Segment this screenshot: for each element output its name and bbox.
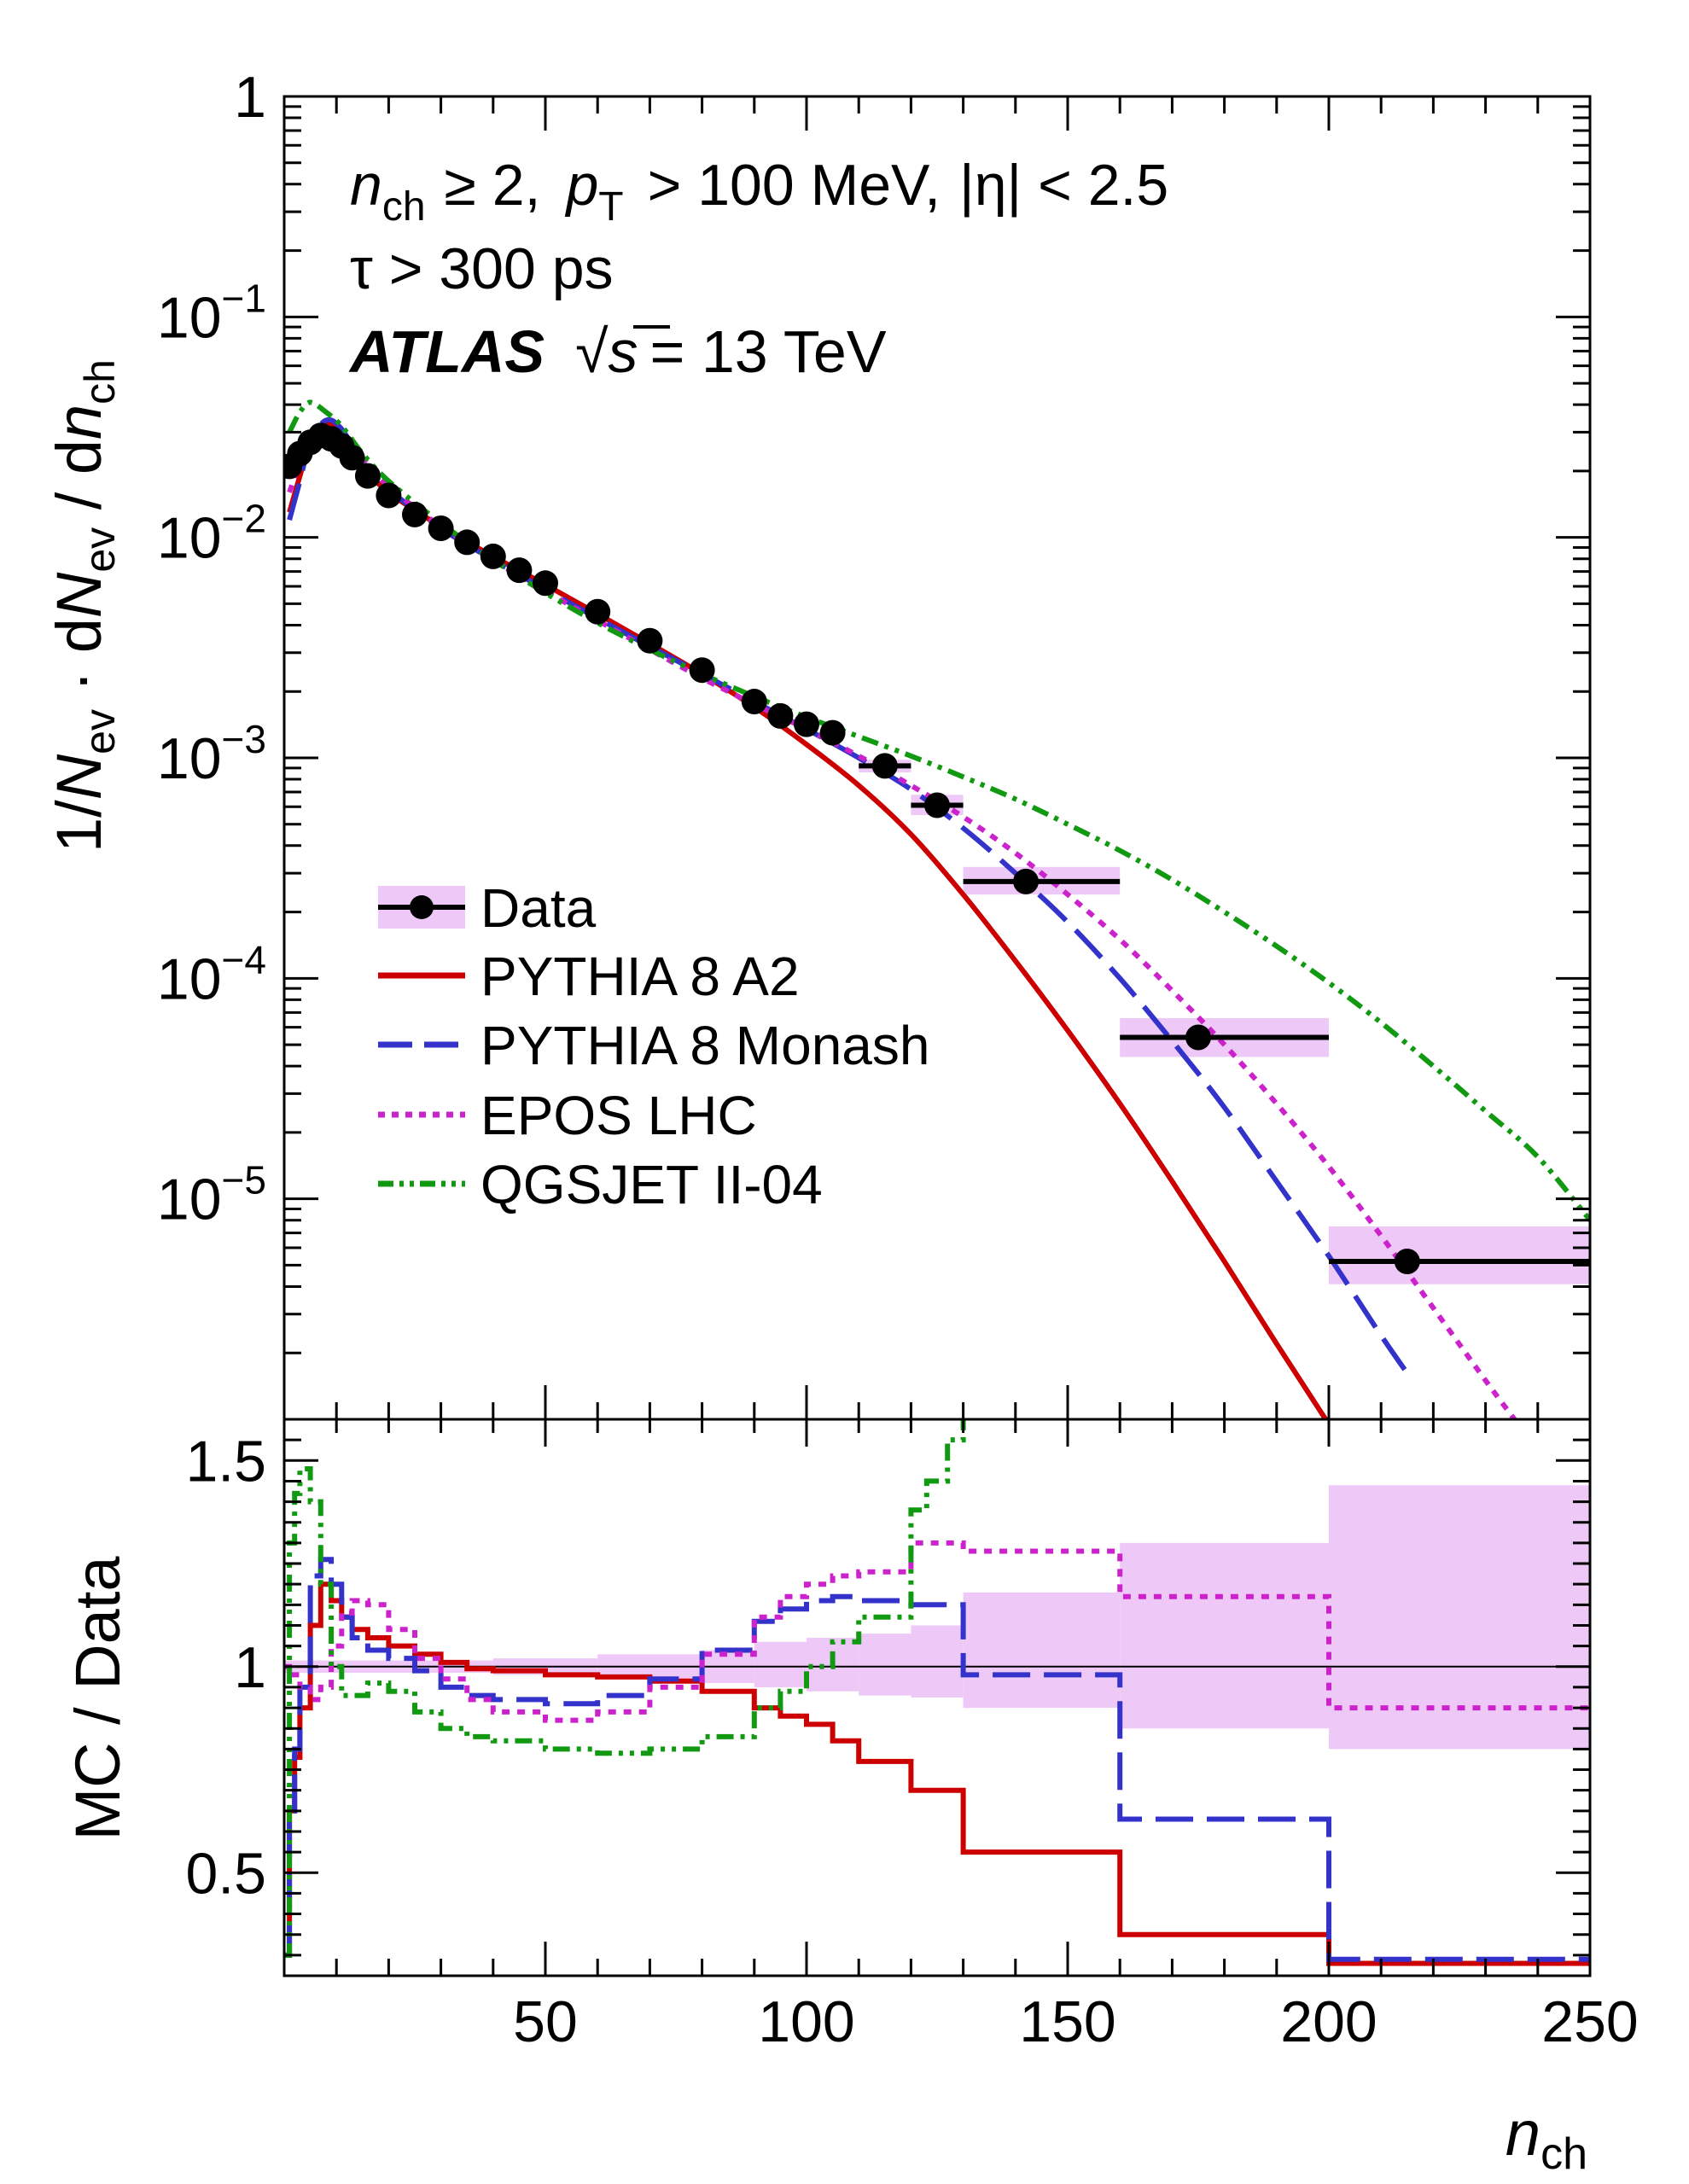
svg-text:nch≥ 2,pT> 100 MeV,|η| < 2.5: nch ≥ 2, pT > 100 MeV, |η| < 2.5 [350, 153, 1168, 230]
data-point-24 [1013, 868, 1040, 894]
ratio-model-curves [284, 1419, 1590, 1966]
legend-label-a2: PYTHIA 8 A2 [480, 946, 800, 1007]
bottom-panel-frame [282, 1418, 1592, 1977]
top-ytick-exp-3: −3 [222, 717, 266, 761]
data-point-6 [339, 445, 365, 471]
legend-item-pythia-a2: PYTHIA 8 A2 [378, 946, 800, 1007]
bot-ytick-label-1: 1 [234, 1635, 266, 1700]
legend-data-marker [410, 895, 434, 919]
top-ytick-label-5: 10−5 [157, 1158, 266, 1232]
legend-item-pythia-monash: PYTHIA 8 Monash [378, 1015, 929, 1076]
xtick-label-150: 150 [1019, 1989, 1115, 2054]
top-ytick-label-2: 10−2 [157, 497, 266, 571]
top-ytick-base-3: 10 [157, 726, 222, 791]
data-point-20 [794, 711, 819, 737]
data-point-15 [585, 598, 611, 625]
ann-pt-cut: > 100 MeV, [648, 153, 941, 218]
legend-label-qgsjet: QGSJET II-04 [480, 1154, 823, 1215]
top-ytick-label-1: 10−1 [157, 276, 266, 350]
selection-annotation: nch ≥ 2, pT > 100 MeV, |η| < 2.5 τ > 300 ps … [348, 153, 1168, 385]
ratio-band-8 [911, 1625, 964, 1698]
ann-tau-cut: τ > 300 ps [350, 236, 614, 301]
data-point-14 [533, 570, 558, 597]
top-ytick-base-2: 10 [157, 506, 222, 571]
data-point-18 [741, 689, 767, 715]
data-point-17 [689, 657, 715, 684]
ratio-band-10 [1120, 1542, 1329, 1729]
top-ytick-base-0: 1 [234, 65, 266, 130]
data-band-26 [1329, 1226, 1590, 1284]
data-point-19 [767, 702, 794, 729]
top-ytick-base-4: 10 [157, 946, 222, 1011]
legend: Data PYTHIA 8 A2 PYTHIA 8 Monash EPOS LH… [378, 877, 929, 1215]
ratio-uncertainty-band [284, 1485, 1590, 1750]
top-ytick-label-3: 10−3 [157, 717, 266, 791]
legend-item-epos: EPOS LHC [378, 1085, 757, 1146]
axis-tick-labels: 110−110−210−310−410−50.511.550 100 150 200 2… [157, 65, 1639, 2054]
data-point-23 [924, 792, 950, 818]
legend-label-epos: EPOS LHC [480, 1085, 757, 1146]
data-point-21 [819, 719, 846, 746]
ann-T-sub: T [598, 184, 623, 230]
top-ytick-exp-2: −2 [222, 497, 266, 541]
xtick-label-50: 50 [513, 1989, 578, 2054]
ann-eta-cut: |η| < 2.5 [959, 153, 1168, 218]
xtick-label-100: 100 [758, 1989, 854, 2054]
data-point-13 [506, 557, 533, 584]
top-y-axis-title: 1/Nev · dNev / dnch [44, 359, 124, 853]
sqrt-symbol: √ [575, 318, 609, 385]
svg-text:ATLAS√s= 13 TeV: ATLAS √s = 13 TeV [348, 318, 887, 385]
data-point-22 [871, 753, 898, 779]
top-ytick-label-4: 10−4 [157, 937, 266, 1011]
top-data-points [284, 422, 1590, 1275]
top-ytick-base-5: 10 [157, 1168, 222, 1232]
legend-item-qgsjet: QGSJET II-04 [378, 1154, 823, 1215]
atlas-label: ATLAS [348, 318, 545, 385]
top-ytick-exp-4: −4 [222, 937, 266, 981]
xtick-label-250: 250 [1541, 1989, 1638, 2054]
legend-label-data: Data [480, 877, 597, 939]
top-curve-pythia-8-a2 [287, 420, 1329, 1419]
data-point-8 [376, 482, 402, 509]
ratio-band-7 [859, 1634, 911, 1696]
xtick-label-200: 200 [1280, 1989, 1377, 2054]
ratio-band-5 [754, 1641, 807, 1687]
legend-label-monash: PYTHIA 8 Monash [480, 1015, 929, 1076]
data-point-11 [454, 529, 480, 556]
data-point-26 [1394, 1249, 1420, 1275]
axis-ticks [282, 95, 1592, 1977]
top-curve-qgsjet-ii-04 [287, 399, 1590, 1222]
bot-ytick-label-2: 1.5 [185, 1429, 266, 1494]
top-ytick-base-1: 10 [157, 285, 222, 350]
data-point-25 [1185, 1024, 1211, 1051]
bottom-y-axis-title: MC / Data [62, 1556, 133, 1841]
energy-value: = 13 TeV [650, 318, 887, 385]
ratio-band-11 [1329, 1485, 1590, 1750]
ratio-curve-epos-lhc [284, 1540, 1590, 1723]
ann-n: n [350, 153, 382, 218]
ann-ch-sub: ch [382, 184, 426, 230]
data-point-7 [354, 463, 381, 489]
x-axis-title: nch [1506, 2098, 1587, 2179]
bot-ytick-label-0: 0.5 [185, 1841, 266, 1906]
energy-s: s [609, 318, 638, 385]
top-curve-epos-lhc [287, 426, 1518, 1419]
ann-p: p [564, 153, 598, 218]
top-uncertainty-bands [859, 760, 1590, 1284]
data-point-16 [637, 627, 663, 654]
ann-ge: ≥ 2, [445, 153, 541, 218]
ratio-curve-qgsjet-ii-04 [284, 1419, 966, 1958]
data-point-10 [428, 515, 454, 541]
top-ytick-exp-5: −5 [222, 1158, 266, 1203]
ratio-band-9 [963, 1592, 1121, 1709]
top-ytick-exp-1: −1 [222, 276, 266, 320]
legend-item-data: Data [378, 877, 597, 939]
ratio-curve-pythia-8-a2 [284, 1581, 1590, 1966]
data-point-9 [402, 501, 428, 527]
top-ytick-label-0: 1 [234, 65, 266, 130]
data-point-12 [480, 543, 506, 569]
